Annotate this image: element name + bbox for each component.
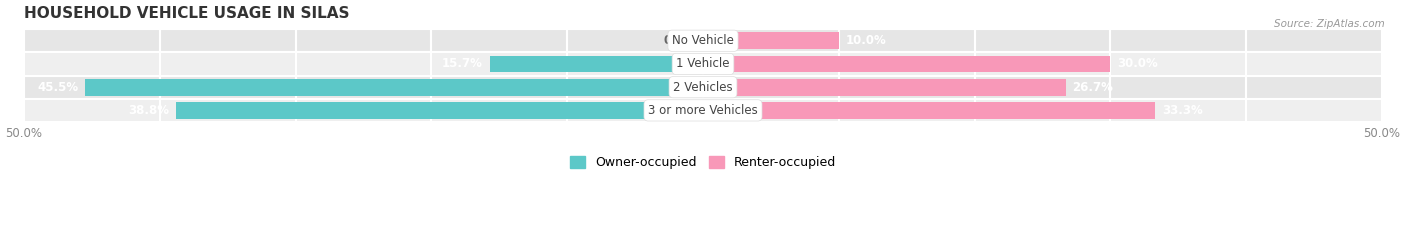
Text: 1 Vehicle: 1 Vehicle xyxy=(676,58,730,70)
Bar xyxy=(24,99,1382,122)
Text: 38.8%: 38.8% xyxy=(128,104,169,117)
Bar xyxy=(24,52,1382,75)
Legend: Owner-occupied, Renter-occupied: Owner-occupied, Renter-occupied xyxy=(565,151,841,174)
Bar xyxy=(703,56,1111,72)
Bar xyxy=(176,102,703,119)
Text: 15.7%: 15.7% xyxy=(441,58,484,70)
Text: No Vehicle: No Vehicle xyxy=(672,34,734,47)
Text: Source: ZipAtlas.com: Source: ZipAtlas.com xyxy=(1274,19,1385,29)
Text: 3 or more Vehicles: 3 or more Vehicles xyxy=(648,104,758,117)
Text: 2 Vehicles: 2 Vehicles xyxy=(673,81,733,94)
Bar xyxy=(86,79,703,96)
Bar xyxy=(24,75,1382,99)
Text: 10.0%: 10.0% xyxy=(845,34,886,47)
Bar xyxy=(703,102,1156,119)
Bar xyxy=(703,32,839,49)
Text: HOUSEHOLD VEHICLE USAGE IN SILAS: HOUSEHOLD VEHICLE USAGE IN SILAS xyxy=(24,6,350,21)
Text: 33.3%: 33.3% xyxy=(1161,104,1202,117)
Text: 45.5%: 45.5% xyxy=(37,81,79,94)
Text: 0.0%: 0.0% xyxy=(664,34,696,47)
Bar xyxy=(24,29,1382,52)
Text: 26.7%: 26.7% xyxy=(1073,81,1114,94)
Bar xyxy=(703,79,1066,96)
Text: 30.0%: 30.0% xyxy=(1118,58,1159,70)
Bar xyxy=(489,56,703,72)
